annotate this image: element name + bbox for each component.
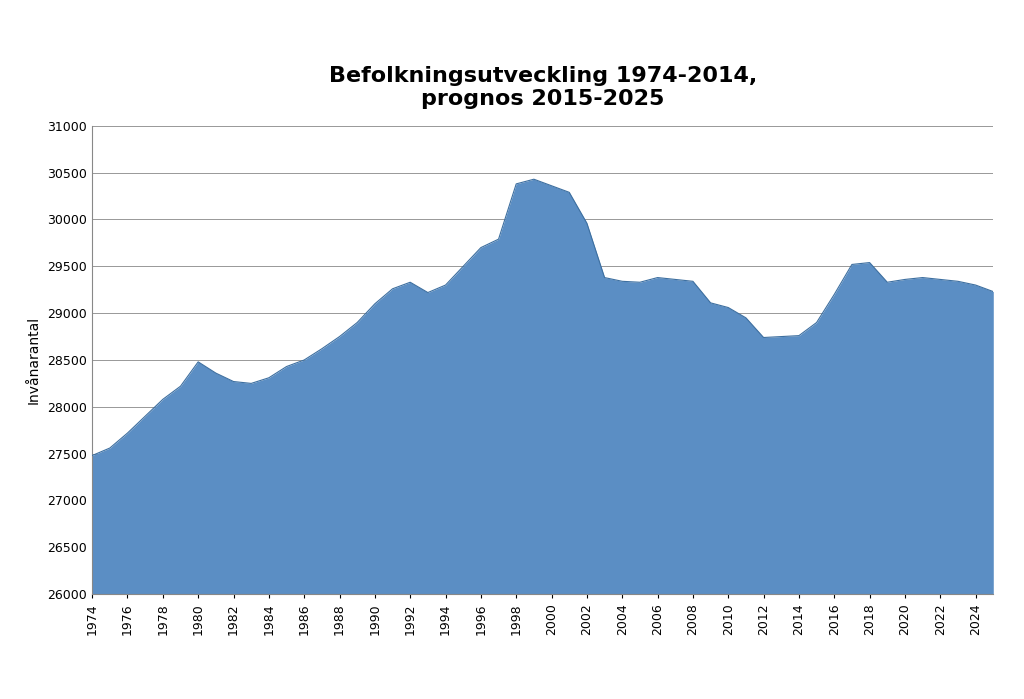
Y-axis label: Invånarantal: Invånarantal [27, 316, 41, 404]
Title: Befolkningsutveckling 1974-2014,
prognos 2015-2025: Befolkningsutveckling 1974-2014, prognos… [329, 66, 757, 109]
